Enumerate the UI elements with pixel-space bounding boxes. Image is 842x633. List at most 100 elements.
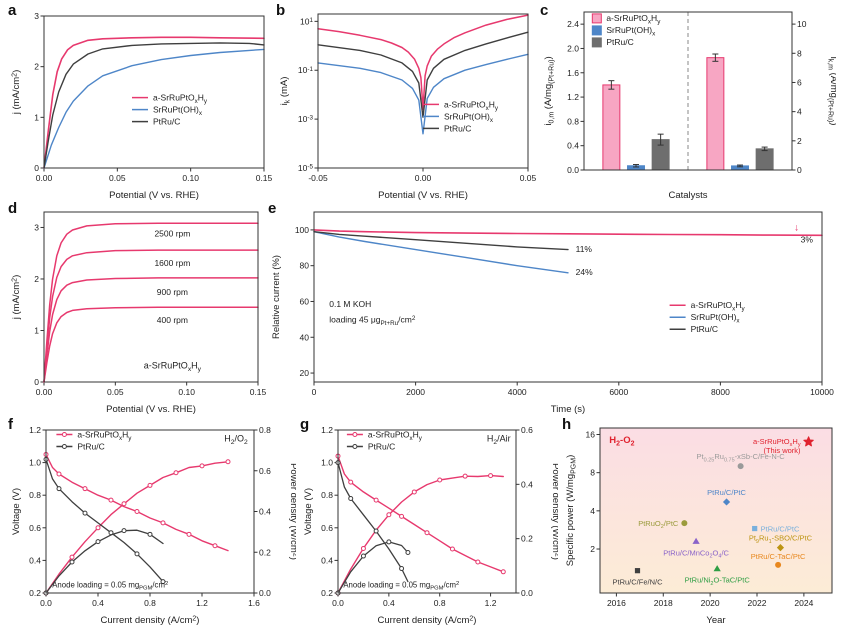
svg-text:PtRu/Ni2O-TaC/PtC: PtRu/Ni2O-TaC/PtC xyxy=(685,576,751,587)
svg-text:0.0: 0.0 xyxy=(40,598,52,608)
svg-text:0.4: 0.4 xyxy=(567,141,579,151)
svg-text:1.2: 1.2 xyxy=(196,598,208,608)
svg-text:0.1 M KOH: 0.1 M KOH xyxy=(329,299,371,309)
svg-text:Current density (A/cm2): Current density (A/cm2) xyxy=(378,615,477,626)
svg-text:2: 2 xyxy=(34,274,39,284)
chart-d-rotation-rate-curves: 0.00 0.05 0.10 0.15 0 1 2 3 Potential (V vs. RHE… xyxy=(11,211,266,415)
panel-a: a 0.00 0.05 0.10 0.15 0 1 2 3 Potential (V vs. R… xyxy=(8,2,272,202)
svg-text:0.4: 0.4 xyxy=(92,598,104,608)
svg-text:0: 0 xyxy=(312,387,317,397)
svg-text:20: 20 xyxy=(300,368,310,378)
svg-text:0.15: 0.15 xyxy=(250,387,266,397)
svg-text:10000: 10000 xyxy=(810,387,834,397)
svg-text:2000: 2000 xyxy=(406,387,425,397)
svg-text:0.00: 0.00 xyxy=(415,173,432,183)
svg-text:Year: Year xyxy=(706,615,725,626)
svg-text:Potential (V vs. RHE): Potential (V vs. RHE) xyxy=(106,404,196,415)
svg-text:SrRuPt(OH)x: SrRuPt(OH)x xyxy=(444,111,494,123)
chart-e-stability-test: 0 2000 4000 6000 8000 10000 20 40 60 80 100 Time (s… xyxy=(271,211,834,415)
svg-text:0.00: 0.00 xyxy=(36,173,53,183)
svg-text:0.8: 0.8 xyxy=(144,598,156,608)
svg-text:-0.05: -0.05 xyxy=(308,173,328,183)
svg-text:0.4: 0.4 xyxy=(321,555,333,565)
svg-text:Potential (V vs. RHE): Potential (V vs. RHE) xyxy=(378,190,468,201)
svg-text:0.6: 0.6 xyxy=(521,425,533,435)
svg-text:2020: 2020 xyxy=(701,598,720,608)
svg-text:0.4: 0.4 xyxy=(259,507,271,517)
svg-text:101: 101 xyxy=(300,16,313,26)
svg-text:8: 8 xyxy=(797,48,802,58)
svg-text:0.6: 0.6 xyxy=(259,466,271,476)
svg-text:PtRu/C/PtC: PtRu/C/PtC xyxy=(761,525,800,534)
svg-text:0.2: 0.2 xyxy=(321,588,333,598)
svg-text:i0,m (A/mg(Pt+Ru)): i0,m (A/mg(Pt+Ru)) xyxy=(543,56,556,125)
svg-text:Anode loading = 0.05 mgPGM/cm2: Anode loading = 0.05 mgPGM/cm2 xyxy=(52,580,168,591)
svg-text:0.0: 0.0 xyxy=(259,588,271,598)
svg-text:2: 2 xyxy=(797,136,802,146)
svg-text:PtRu/C-TaC/PtC: PtRu/C-TaC/PtC xyxy=(751,552,806,561)
svg-text:0.0: 0.0 xyxy=(332,598,344,608)
svg-text:1.2: 1.2 xyxy=(29,425,41,435)
svg-text:0.8: 0.8 xyxy=(567,116,579,126)
svg-text:0.8: 0.8 xyxy=(321,490,333,500)
svg-text:Specific power (W/mgPGM): Specific power (W/mgPGM) xyxy=(565,455,578,567)
svg-text:Power density (W/cm2): Power density (W/cm2) xyxy=(550,463,558,560)
svg-text:0.05: 0.05 xyxy=(520,173,536,183)
svg-text:j (mA/cm2): j (mA/cm2) xyxy=(11,70,22,116)
svg-text:0.10: 0.10 xyxy=(182,173,199,183)
svg-text:2.0: 2.0 xyxy=(567,43,579,53)
svg-text:SrRuPt(OH)x: SrRuPt(OH)x xyxy=(153,105,203,117)
svg-text:2.4: 2.4 xyxy=(567,19,579,29)
svg-text:Voltage (V): Voltage (V) xyxy=(303,488,314,535)
svg-text:Voltage (V): Voltage (V) xyxy=(11,488,22,535)
svg-text:1: 1 xyxy=(34,112,39,122)
svg-text:Pt9Ru1-SBO/C/PtC: Pt9Ru1-SBO/C/PtC xyxy=(749,534,813,545)
svg-text:6: 6 xyxy=(797,77,802,87)
chart-f-fuel-cell-h2-o2: 0.0 0.4 0.8 1.2 1.60.20.40.60.81.01.20.00.20… xyxy=(11,425,296,626)
svg-text:a-SrRuPtOxHy: a-SrRuPtOxHy xyxy=(144,360,202,373)
svg-text:Current density (A/cm2): Current density (A/cm2) xyxy=(101,615,200,626)
panel-e: e 0 2000 4000 6000 8000 10000 20 40 60 80 100 Time … xyxy=(268,201,834,416)
svg-text:Time (s): Time (s) xyxy=(551,404,585,415)
svg-text:Potential (V vs. RHE): Potential (V vs. RHE) xyxy=(109,190,199,201)
svg-text:(This work): (This work) xyxy=(763,446,801,455)
svg-text:0.0: 0.0 xyxy=(521,588,533,598)
svg-text:0.4: 0.4 xyxy=(383,598,395,608)
svg-text:10-3: 10-3 xyxy=(298,114,314,124)
svg-text:2018: 2018 xyxy=(654,598,673,608)
svg-text:900 rpm: 900 rpm xyxy=(157,287,188,297)
svg-text:2024: 2024 xyxy=(794,598,813,608)
svg-text:0.2: 0.2 xyxy=(521,534,533,544)
svg-text:10-5: 10-5 xyxy=(298,163,314,173)
svg-text:2: 2 xyxy=(590,544,595,554)
chart-a-hor-polarization: 0.00 0.05 0.10 0.15 0 1 2 3 Potential (V vs. RHE… xyxy=(11,11,272,201)
svg-text:3: 3 xyxy=(34,222,39,232)
svg-text:0.6: 0.6 xyxy=(29,523,41,533)
svg-text:Pt0.25Ru0.75-xSb-C/Fe-N-C: Pt0.25Ru0.75-xSb-C/Fe-N-C xyxy=(697,452,786,463)
svg-text:SrRuPt(OH)x: SrRuPt(OH)x xyxy=(606,25,656,37)
svg-text:Anode loading = 0.05 mgPGM/cm2: Anode loading = 0.05 mgPGM/cm2 xyxy=(343,580,459,591)
svg-text:a-SrRuPtOxHy: a-SrRuPtOxHy xyxy=(753,437,801,448)
svg-text:0.2: 0.2 xyxy=(259,547,271,557)
svg-text:PtRu/C: PtRu/C xyxy=(77,442,104,452)
svg-text:10-1: 10-1 xyxy=(298,65,314,75)
svg-text:0.0: 0.0 xyxy=(567,165,579,175)
svg-text:j (mA/cm2): j (mA/cm2) xyxy=(11,275,22,321)
svg-text:16: 16 xyxy=(586,429,596,439)
svg-text:PtRu/C/PtC: PtRu/C/PtC xyxy=(707,488,746,497)
svg-text:2016: 2016 xyxy=(607,598,626,608)
panel-letter-a: a xyxy=(8,2,17,19)
svg-text:SrRuPt(OH)x: SrRuPt(OH)x xyxy=(691,312,741,324)
svg-text:11%: 11% xyxy=(576,244,593,254)
svg-text:a-SrRuPtOxHy: a-SrRuPtOxHy xyxy=(368,430,423,442)
svg-text:a-SrRuPtOxHy: a-SrRuPtOxHy xyxy=(691,300,746,312)
svg-text:↓: ↓ xyxy=(794,223,799,234)
panel-letter-b: b xyxy=(276,2,286,19)
svg-text:0.8: 0.8 xyxy=(434,598,446,608)
svg-text:0.6: 0.6 xyxy=(321,523,333,533)
svg-text:Catalysts: Catalysts xyxy=(668,190,707,201)
svg-text:0: 0 xyxy=(34,163,39,173)
svg-text:1.2: 1.2 xyxy=(567,92,579,102)
svg-text:0.4: 0.4 xyxy=(29,555,41,565)
